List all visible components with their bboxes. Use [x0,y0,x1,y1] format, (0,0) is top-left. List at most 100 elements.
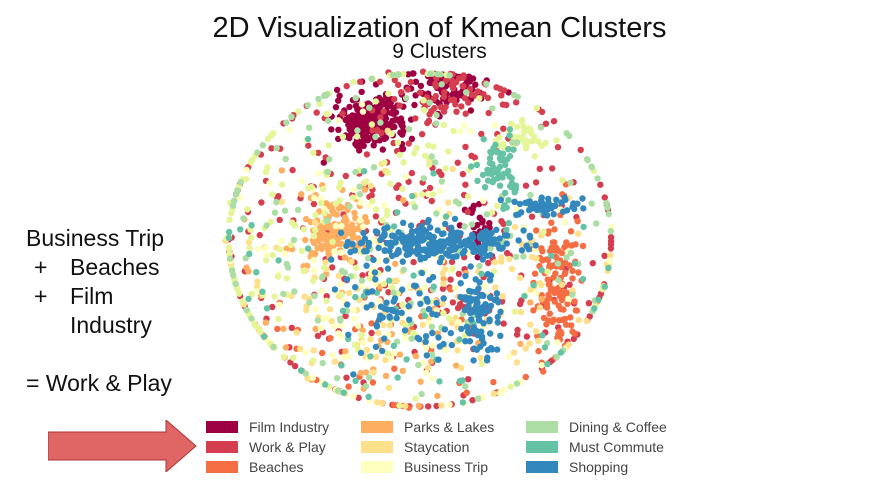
scatter-point [422,369,430,377]
scatter-point [363,346,371,354]
scatter-point [563,239,570,246]
scatter-point [396,351,404,358]
scatter-point [400,197,407,204]
scatter-point [404,86,411,93]
scatter-point [320,264,328,271]
scatter-point [352,377,359,385]
scatter-point [607,245,615,252]
scatter-point [237,226,244,233]
scatter-point [320,185,327,192]
scatter-point [422,333,430,340]
scatter-point [433,307,440,314]
scatter-point [407,78,414,86]
scatter-point [521,292,528,300]
scatter-point [476,262,483,270]
scatter-point [536,165,543,172]
scatter-point [300,267,307,275]
scatter-point [288,324,295,331]
scatter-point [322,259,329,266]
scatter-point [248,290,255,298]
scatter-point [314,332,322,340]
scatter-point [358,277,366,284]
scatter-point [499,293,506,300]
scatter-point [394,374,401,381]
scatter-point [263,252,270,259]
scatter-point [417,378,424,385]
scatter-point [405,178,412,185]
scatter-point [231,197,238,205]
scatter-point [310,200,318,208]
scatter-point [445,252,452,259]
scatter-point [446,315,453,322]
scatter-point [291,288,298,295]
scatter-point [589,260,596,267]
scatter-point [408,236,415,243]
scatter-point [352,293,359,301]
scatter-point [318,287,326,295]
scatter-point [407,249,414,256]
scatter-point [329,232,336,239]
scatter-point [370,142,377,149]
scatter-point [382,134,390,141]
scatter-point [428,358,435,365]
scatter-point [368,301,375,309]
scatter-point [455,270,463,278]
scatter-point [440,108,448,115]
scatter-point [395,246,402,254]
scatter-point [331,286,339,293]
scatter-point [290,236,298,244]
scatter-point [429,351,436,358]
scatter-point [230,272,237,279]
scatter-point [474,88,481,95]
scatter-point [429,191,437,198]
scatter-point [465,376,472,383]
scatter-point [310,357,317,364]
scatter-point [517,340,524,348]
scatter-point [429,342,436,349]
scatter-point [561,194,568,201]
legend-item: Must Commute [526,438,696,455]
scatter-point [420,97,427,104]
scatter-point [541,344,549,351]
scatter-point [418,390,425,398]
scatter-point [306,124,313,131]
scatter-point [546,281,553,288]
scatter-point [557,349,565,356]
scatter-point [585,300,593,307]
scatter-point [513,359,521,366]
scatter-point [428,108,435,115]
scatter-point [410,272,417,279]
scatter-point [561,270,568,278]
scatter-point [442,213,450,220]
scatter-point [496,235,503,242]
scatter-point [353,133,361,140]
scatter-point [353,264,360,272]
scatter-point [346,134,353,142]
scatter-point [424,364,432,372]
legend-label: Work & Play [249,438,326,455]
scatter-point [496,163,504,171]
scatter-point [295,108,302,115]
scatter-point [508,265,516,273]
scatter-point [356,217,363,224]
scatter-point [391,76,398,84]
scatter-point [450,243,457,250]
scatter-point [345,229,352,237]
scatter-point [381,202,388,209]
scatter-point [595,296,602,303]
scatter-point [555,276,562,284]
scatter-point [367,353,374,360]
scatter-point [390,401,398,409]
scatter-point [433,120,440,127]
scatter-point [467,128,474,135]
scatter-point [391,123,398,131]
scatter-point [513,380,521,387]
scatter-point [374,399,381,406]
scatter-point [438,81,445,88]
scatter-point [548,263,555,270]
scatter-point [361,186,369,193]
scatter-point [368,329,375,337]
scatter-point [579,195,586,202]
plus-sign: + [34,254,48,280]
scatter-point [247,159,255,166]
